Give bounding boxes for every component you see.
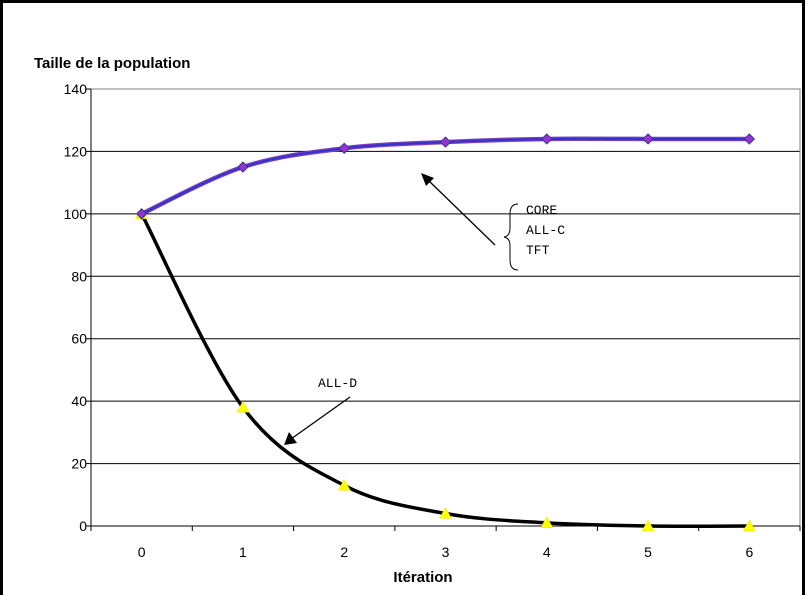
alld-arrow-line xyxy=(290,396,351,440)
grid xyxy=(91,150,800,465)
series xyxy=(135,133,756,532)
group-brace xyxy=(503,203,519,271)
data-point-alld xyxy=(540,516,554,528)
group-label-allc: ALL-C xyxy=(526,223,565,238)
y-tick-label: 120 xyxy=(64,143,88,159)
data-point-cooperators xyxy=(743,133,756,145)
y-tick-label: 40 xyxy=(71,393,87,409)
y-tick-label: 60 xyxy=(71,331,87,347)
group-annotation: CORE ALL-C TFT xyxy=(421,173,565,271)
group-label-core: CORE xyxy=(526,203,557,218)
data-point-alld xyxy=(236,400,250,413)
y-tick-label: 0 xyxy=(79,518,87,534)
x-tick-label: 0 xyxy=(138,544,146,560)
alld-label: ALL-D xyxy=(318,376,357,391)
axes: 0 20 40 60 80 100 120 140 0 1 2 3 4 5 6 xyxy=(64,81,801,560)
data-point-alld xyxy=(439,506,452,519)
alld-arrow-head xyxy=(284,432,297,445)
x-tick-label: 6 xyxy=(745,544,753,560)
alld-annotation: ALL-D xyxy=(284,376,357,445)
data-point-cooperators xyxy=(237,161,249,173)
data-point-cooperators xyxy=(135,208,148,220)
data-point-cooperators xyxy=(338,142,350,155)
y-tick-label: 140 xyxy=(64,81,88,97)
data-point-cooperators xyxy=(642,133,654,145)
x-tick-label: 2 xyxy=(340,544,348,560)
y-tick-label: 80 xyxy=(71,268,87,284)
x-axis-label: Itération xyxy=(393,569,452,586)
data-point-cooperators xyxy=(439,136,452,148)
y-axis-label: Taille de la population xyxy=(34,55,190,72)
x-tick-label: 5 xyxy=(644,544,652,560)
data-point-cooperators xyxy=(541,133,553,145)
x-tick-label: 4 xyxy=(543,544,551,560)
group-arrow-line xyxy=(427,179,496,246)
x-tick-label: 1 xyxy=(239,544,247,560)
data-point-alld xyxy=(641,519,655,532)
data-point-alld xyxy=(337,478,351,491)
y-tick-label: 20 xyxy=(71,456,87,472)
group-arrow-head xyxy=(421,173,434,186)
data-point-alld xyxy=(742,519,756,532)
group-label-tft: TFT xyxy=(526,243,550,258)
y-tick-label: 100 xyxy=(64,206,88,222)
x-tick-label: 3 xyxy=(442,544,450,560)
